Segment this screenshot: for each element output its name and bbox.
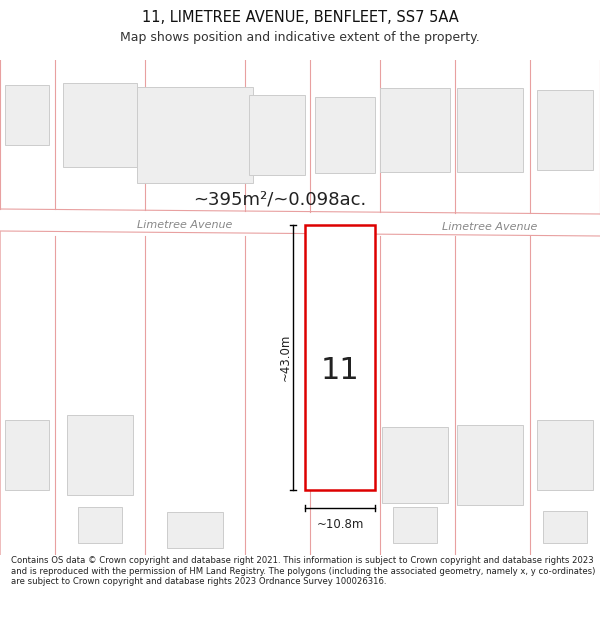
Bar bbox=[145, 60, 245, 214]
Bar bbox=[63, 83, 137, 167]
Bar bbox=[167, 512, 223, 548]
Bar bbox=[55, 60, 145, 214]
Bar bbox=[249, 95, 305, 175]
Text: Limetree Avenue: Limetree Avenue bbox=[137, 220, 233, 230]
Text: ~10.8m: ~10.8m bbox=[316, 518, 364, 531]
Bar bbox=[382, 427, 448, 503]
Bar bbox=[5, 420, 49, 490]
Bar bbox=[537, 420, 593, 490]
Bar bbox=[393, 507, 437, 543]
Bar bbox=[457, 88, 523, 172]
Bar bbox=[543, 511, 587, 543]
Bar bbox=[537, 90, 593, 170]
Text: Map shows position and indicative extent of the property.: Map shows position and indicative extent… bbox=[120, 31, 480, 44]
Text: Contains OS data © Crown copyright and database right 2021. This information is : Contains OS data © Crown copyright and d… bbox=[11, 556, 595, 586]
Bar bbox=[5, 85, 49, 145]
Text: 11: 11 bbox=[320, 356, 359, 385]
Text: Limetree Avenue: Limetree Avenue bbox=[442, 222, 538, 232]
Bar bbox=[0, 60, 55, 214]
Text: 11, LIMETREE AVENUE, BENFLEET, SS7 5AA: 11, LIMETREE AVENUE, BENFLEET, SS7 5AA bbox=[142, 11, 458, 26]
Bar bbox=[245, 60, 310, 214]
Bar bbox=[67, 415, 133, 495]
Text: ~43.0m: ~43.0m bbox=[278, 334, 292, 381]
Bar bbox=[305, 225, 375, 490]
Bar bbox=[315, 97, 375, 173]
Bar bbox=[310, 60, 380, 214]
Bar bbox=[137, 87, 253, 183]
Bar bbox=[457, 425, 523, 505]
Bar bbox=[78, 507, 122, 543]
Bar bbox=[380, 60, 455, 214]
Polygon shape bbox=[0, 209, 600, 236]
Bar bbox=[380, 88, 450, 172]
Bar bbox=[455, 60, 530, 214]
Bar bbox=[530, 60, 600, 214]
Text: ~395m²/~0.098ac.: ~395m²/~0.098ac. bbox=[193, 191, 367, 209]
